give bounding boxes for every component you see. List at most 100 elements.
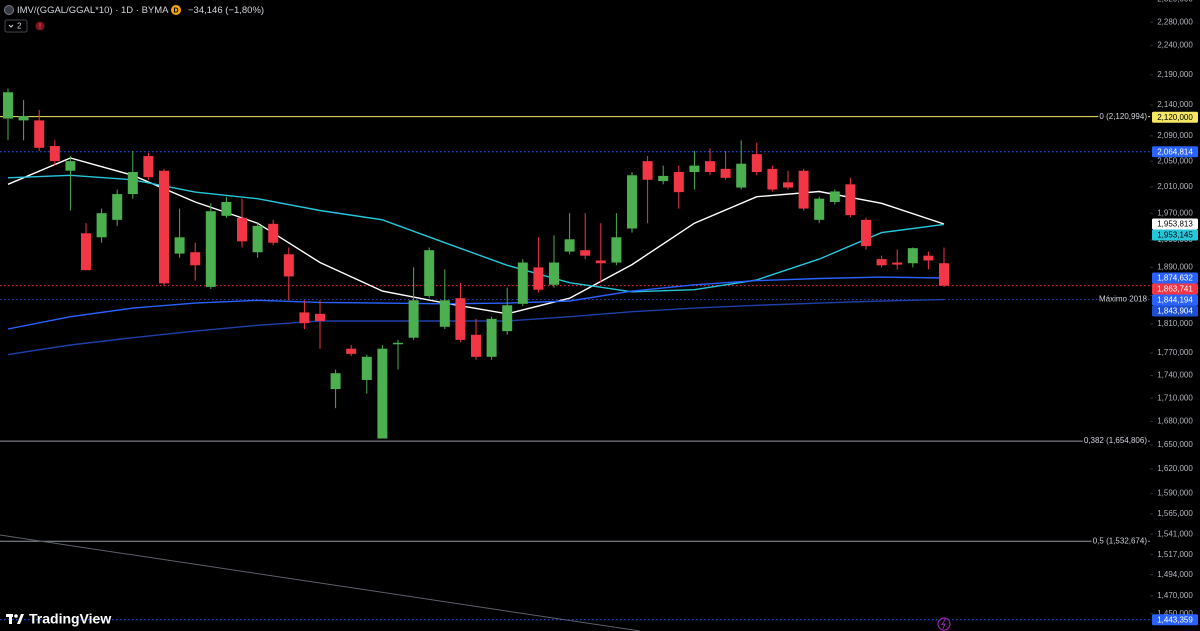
candle-body (65, 161, 76, 171)
y-tick-label: 1,494,000 (1157, 570, 1193, 579)
price-tag-label: 2,120,000 (1157, 113, 1193, 122)
y-tick-label: 1,770,000 (1157, 348, 1193, 357)
candle-body (502, 305, 513, 332)
candle-body (783, 182, 793, 188)
candle-body (798, 170, 809, 209)
y-tick-label: 2,140,000 (1157, 100, 1193, 109)
y-tick-label: 1,541,000 (1157, 529, 1193, 538)
candle-body (829, 191, 840, 202)
y-tick-label: 1,970,000 (1157, 208, 1193, 217)
candle-body (517, 262, 528, 304)
candle-body (346, 348, 357, 354)
candle-body (361, 356, 372, 380)
badge-circle (171, 5, 181, 15)
trend-line (0, 534, 641, 631)
price-tag (1152, 272, 1198, 284)
candle-body (221, 201, 232, 216)
candle-body (658, 175, 669, 182)
candle-body (892, 262, 903, 265)
candle-body (486, 318, 497, 357)
price-tag-label: 1,443,359 (1157, 615, 1193, 624)
logo-text: TradingView (29, 611, 111, 627)
logo-mark (9, 614, 12, 624)
candle-body (268, 223, 279, 243)
alert-dot (39, 27, 41, 29)
candle-body (3, 92, 13, 119)
price-tag (1152, 229, 1198, 241)
price-tag-label: 2,064,814 (1157, 147, 1193, 156)
candle-body (751, 154, 762, 173)
candle-body (439, 300, 450, 327)
logo-mark (14, 614, 18, 618)
candle-body (81, 233, 91, 271)
candle-body (174, 237, 185, 254)
candle-body (424, 250, 435, 297)
candle-body (205, 211, 216, 287)
y-tick-label: 2,050,000 (1157, 156, 1193, 165)
y-tick-label: 1,620,000 (1157, 464, 1193, 473)
candle-body (611, 237, 622, 263)
candle-body (377, 348, 388, 439)
y-tick-label: 1,470,000 (1157, 591, 1193, 600)
y-tick-label: 1,590,000 (1157, 488, 1193, 497)
candle-body (549, 262, 559, 285)
candle-body (455, 298, 466, 340)
candle-body (861, 219, 871, 247)
candle-body (315, 313, 325, 322)
candle-body (627, 175, 637, 229)
candle-body (814, 198, 825, 220)
candle-body (767, 168, 778, 190)
y-tick-label: 1,710,000 (1157, 393, 1193, 402)
candle-body (939, 263, 949, 286)
candle-body (330, 373, 341, 390)
candle-body (533, 267, 544, 290)
candle-body (689, 165, 700, 173)
candle-body (237, 217, 247, 242)
price-tag-label: 1,863,741 (1157, 285, 1193, 294)
y-tick-label: 2,320,000 (1157, 0, 1193, 4)
candle-body (720, 168, 731, 178)
replay-icon[interactable] (937, 617, 951, 631)
candle-body (49, 145, 60, 162)
candle-body (393, 342, 403, 345)
candle-body (705, 161, 715, 173)
indicators-toggle[interactable] (4, 19, 28, 33)
level-label: 0,5 (1,532,674) (1093, 536, 1148, 545)
candle-body (673, 172, 684, 193)
candle-body (96, 213, 107, 238)
candle-body (408, 300, 419, 338)
candle-body (127, 172, 138, 195)
candle-body (923, 255, 934, 261)
y-tick-label: 2,190,000 (1157, 70, 1193, 79)
price-tag (1152, 305, 1198, 317)
y-tick-label: 1,650,000 (1157, 440, 1193, 449)
price-tag-label: 1,843,904 (1157, 307, 1193, 316)
replay-bolt (941, 619, 946, 629)
price-tag (1152, 294, 1198, 306)
price-tag-label: 1,953,813 (1157, 220, 1193, 229)
price-tag (1152, 111, 1198, 123)
candle-body (112, 194, 123, 220)
level-label: 0 (2,120,994) (1099, 112, 1147, 121)
logo-mark (17, 614, 24, 624)
y-tick-label: 1,565,000 (1157, 509, 1193, 518)
price-tag-label: 1,844,194 (1157, 296, 1193, 305)
y-tick-label: 1,450,000 (1157, 609, 1193, 618)
price-tag (1152, 146, 1198, 158)
candle-body (252, 225, 263, 253)
y-tick-label: 2,280,000 (1157, 17, 1193, 26)
price-change: −34,146 (−1,80%) (188, 5, 264, 16)
y-tick-label: 1,890,000 (1157, 262, 1193, 271)
candle-body (876, 259, 887, 266)
candle-body (18, 116, 29, 121)
level-label: Máximo 2018 (1099, 295, 1148, 304)
y-tick-label: 1,517,000 (1157, 550, 1193, 559)
candle-body (34, 120, 45, 148)
price-tag-label: 1,874,632 (1157, 274, 1193, 283)
candle-body (642, 161, 653, 180)
candle-body (595, 260, 606, 264)
y-tick-label: 1,740,000 (1157, 371, 1193, 380)
indicator-count: 2 (17, 22, 22, 31)
candle-body (190, 252, 201, 266)
y-tick-label: 2,240,000 (1157, 40, 1193, 49)
